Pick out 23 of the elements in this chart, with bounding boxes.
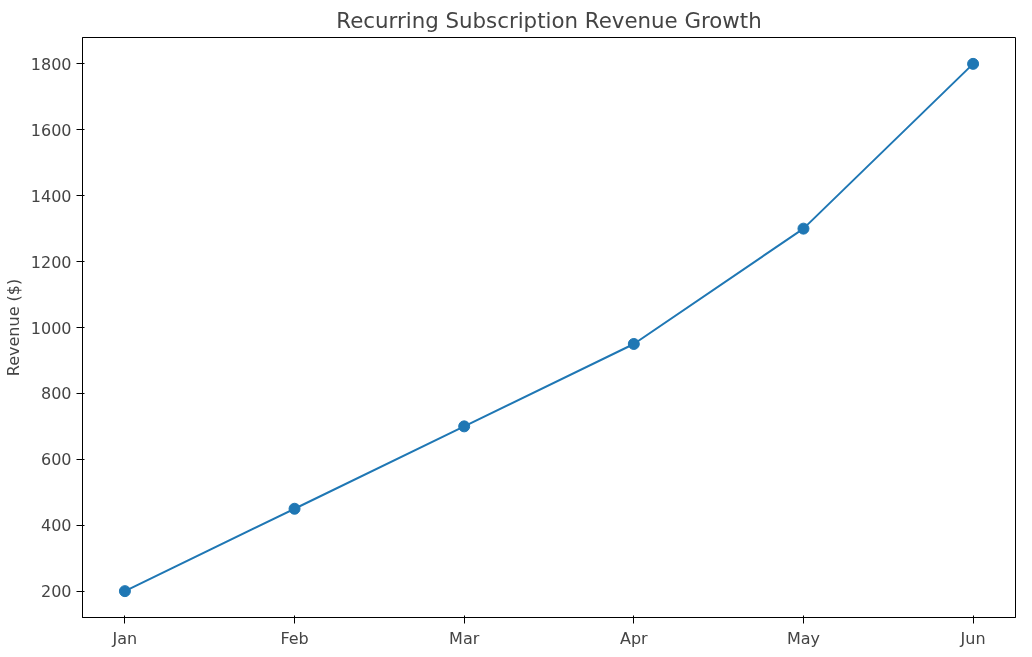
point — [967, 57, 980, 70]
y-tick-label: 1800 — [30, 54, 72, 74]
point — [288, 502, 301, 515]
y-tick-label: 400 — [40, 516, 72, 536]
x-tick-label: Mar — [449, 628, 480, 648]
chart-title: Recurring Subscription Revenue Growth — [336, 7, 762, 33]
x-tick-label: Jan — [111, 628, 138, 648]
y-tick-label: 200 — [40, 582, 72, 602]
point — [627, 337, 640, 350]
y-tick-label: 600 — [40, 450, 72, 470]
point — [458, 420, 471, 433]
y-tick-label: 1200 — [30, 252, 72, 272]
y-tick-label: 1400 — [30, 186, 72, 206]
x-tick-label: Apr — [619, 628, 649, 648]
point — [797, 222, 810, 235]
x-tick-label: Feb — [280, 628, 309, 648]
x-tick-label: May — [786, 628, 820, 648]
point — [118, 585, 131, 598]
y-axis-title: Revenue ($) — [3, 278, 23, 377]
y-tick-label: 800 — [40, 384, 72, 404]
x-tick-label: Jun — [959, 628, 986, 648]
y-tick-label: 1600 — [30, 120, 72, 140]
y-tick-label: 1000 — [30, 318, 72, 338]
